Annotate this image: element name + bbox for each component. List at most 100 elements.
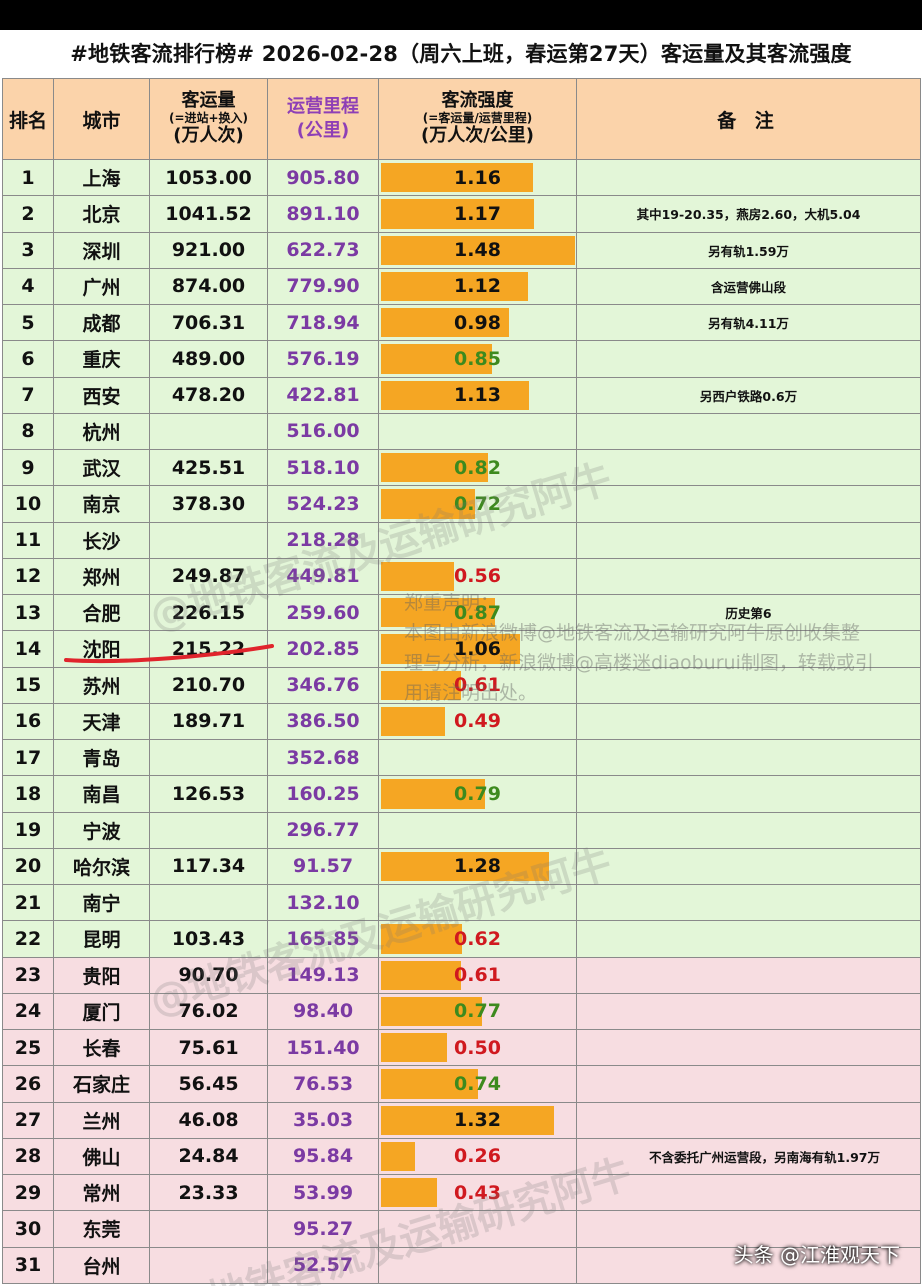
city-cell: 南昌 (53, 775, 150, 813)
intensity-cell: 0.56 (378, 557, 577, 596)
intensity-bar (381, 308, 509, 338)
table-row: 6 重庆 489.00 576.19 0.85 (2, 340, 921, 378)
ranking-sheet: #地铁客流排行榜# 2026-02-28（周六上班，春运第27天）客运量及其客流… (0, 30, 922, 1286)
length-cell: 149.13 (267, 956, 379, 994)
length-cell: 160.25 (267, 775, 379, 813)
city-cell: 上海 (53, 158, 150, 197)
header-row: 排名 城市 客运量 (=进站+换入) (万人次) 运营里程 (公里) 客流强度 … (2, 78, 921, 160)
intensity-value: 1.16 (454, 166, 501, 189)
intensity-cell: 1.48 (378, 231, 577, 269)
city-cell: 昆明 (53, 920, 150, 958)
ridership-cell: 489.00 (149, 340, 268, 378)
intensity-bar (381, 1141, 415, 1171)
ridership-cell: 478.20 (149, 376, 268, 414)
intensity-cell: 1.28 (378, 847, 577, 886)
city-cell: 佛山 (53, 1137, 150, 1176)
intensity-cell: 1.06 (378, 630, 577, 668)
ridership-cell: 76.02 (149, 992, 268, 1031)
table-row: 1 上海 1053.00 905.80 1.16 (2, 158, 921, 197)
intensity-value: 0.26 (454, 1145, 501, 1168)
note-cell (576, 1246, 921, 1284)
length-cell: 95.84 (267, 1137, 379, 1176)
table-row: 7 西安 478.20 422.81 1.13 另西户铁路0.6万 (2, 376, 921, 414)
table-row: 23 贵阳 90.70 149.13 0.61 (2, 956, 921, 994)
length-cell: 622.73 (267, 231, 379, 269)
ridership-cell (149, 1246, 268, 1284)
city-cell: 广州 (53, 267, 150, 306)
city-cell: 郑州 (53, 557, 150, 596)
city-cell: 台州 (53, 1246, 150, 1284)
rank-cell: 25 (2, 1028, 54, 1067)
ridership-cell (149, 811, 268, 849)
rank-cell: 28 (2, 1137, 54, 1176)
table-row: 4 广州 874.00 779.90 1.12 含运营佛山段 (2, 267, 921, 306)
length-cell: 95.27 (267, 1210, 379, 1248)
city-cell: 成都 (53, 303, 150, 342)
length-cell: 576.19 (267, 340, 379, 378)
table-row: 29 常州 23.33 53.99 0.43 (2, 1173, 921, 1212)
ridership-cell: 1053.00 (149, 158, 268, 197)
city-cell: 西安 (53, 376, 150, 414)
ridership-cell: 90.70 (149, 956, 268, 994)
length-cell: 296.77 (267, 811, 379, 849)
intensity-cell: 0.79 (378, 775, 577, 813)
intensity-value: 1.28 (454, 855, 501, 878)
rank-cell: 18 (2, 775, 54, 813)
intensity-value: 0.87 (454, 601, 501, 624)
note-cell (576, 811, 921, 849)
length-cell: 352.68 (267, 738, 379, 777)
length-cell: 779.90 (267, 267, 379, 306)
intensity-bar (381, 779, 485, 809)
length-cell: 516.00 (267, 412, 379, 451)
intensity-value: 1.32 (454, 1109, 501, 1132)
intensity-cell: 0.85 (378, 340, 577, 378)
length-cell: 202.85 (267, 630, 379, 668)
rank-cell: 3 (2, 231, 54, 269)
length-cell: 132.10 (267, 883, 379, 922)
rank-cell: 31 (2, 1246, 54, 1284)
intensity-bar (381, 924, 462, 954)
length-cell: 422.81 (267, 376, 379, 414)
intensity-cell: 1.32 (378, 1101, 577, 1139)
intensity-value: 0.77 (454, 1000, 501, 1023)
page-title: #地铁客流排行榜# 2026-02-28（周六上班，春运第27天）客运量及其客流… (70, 42, 852, 66)
city-cell: 南宁 (53, 883, 150, 922)
intensity-bar (381, 199, 534, 229)
length-cell: 905.80 (267, 158, 379, 197)
intensity-value: 0.50 (454, 1036, 501, 1059)
header-ridership-unit: (万人次) (173, 124, 244, 146)
rank-cell: 4 (2, 267, 54, 306)
city-cell: 天津 (53, 702, 150, 741)
table-row: 28 佛山 24.84 95.84 0.26 不含委托广州运营段，另南海有轨1.97万 (2, 1137, 921, 1176)
ridership-cell: 189.71 (149, 702, 268, 741)
city-cell: 石家庄 (53, 1065, 150, 1103)
note-cell (576, 920, 921, 958)
table-row: 24 厦门 76.02 98.40 0.77 (2, 992, 921, 1031)
header-length-title: 运营里程 (287, 95, 359, 117)
header-city: 城市 (53, 78, 150, 160)
city-cell: 常州 (53, 1173, 150, 1212)
intensity-cell: 0.62 (378, 920, 577, 958)
ridership-cell: 126.53 (149, 775, 268, 813)
intensity-cell: 1.13 (378, 376, 577, 414)
note-cell (576, 666, 921, 704)
intensity-cell: 0.61 (378, 666, 577, 704)
header-intensity-unit: (万人次/公里) (420, 124, 535, 146)
intensity-value: 0.72 (454, 492, 501, 515)
ridership-cell: 46.08 (149, 1101, 268, 1139)
intensity-bar (381, 235, 575, 265)
intensity-cell: 1.17 (378, 195, 577, 233)
intensity-value: 0.49 (454, 710, 501, 733)
note-cell (576, 956, 921, 994)
intensity-bar (381, 598, 495, 628)
rank-cell: 29 (2, 1173, 54, 1212)
table-row: 17 青岛 352.68 (2, 738, 921, 777)
rank-cell: 6 (2, 340, 54, 378)
note-cell: 另西户铁路0.6万 (576, 376, 921, 414)
rank-cell: 21 (2, 883, 54, 922)
length-cell: 524.23 (267, 485, 379, 523)
length-cell: 151.40 (267, 1028, 379, 1067)
ridership-cell: 249.87 (149, 557, 268, 596)
table-row: 5 成都 706.31 718.94 0.98 另有轨4.11万 (2, 303, 921, 342)
table-row: 13 合肥 226.15 259.60 0.87 历史第6 (2, 593, 921, 632)
